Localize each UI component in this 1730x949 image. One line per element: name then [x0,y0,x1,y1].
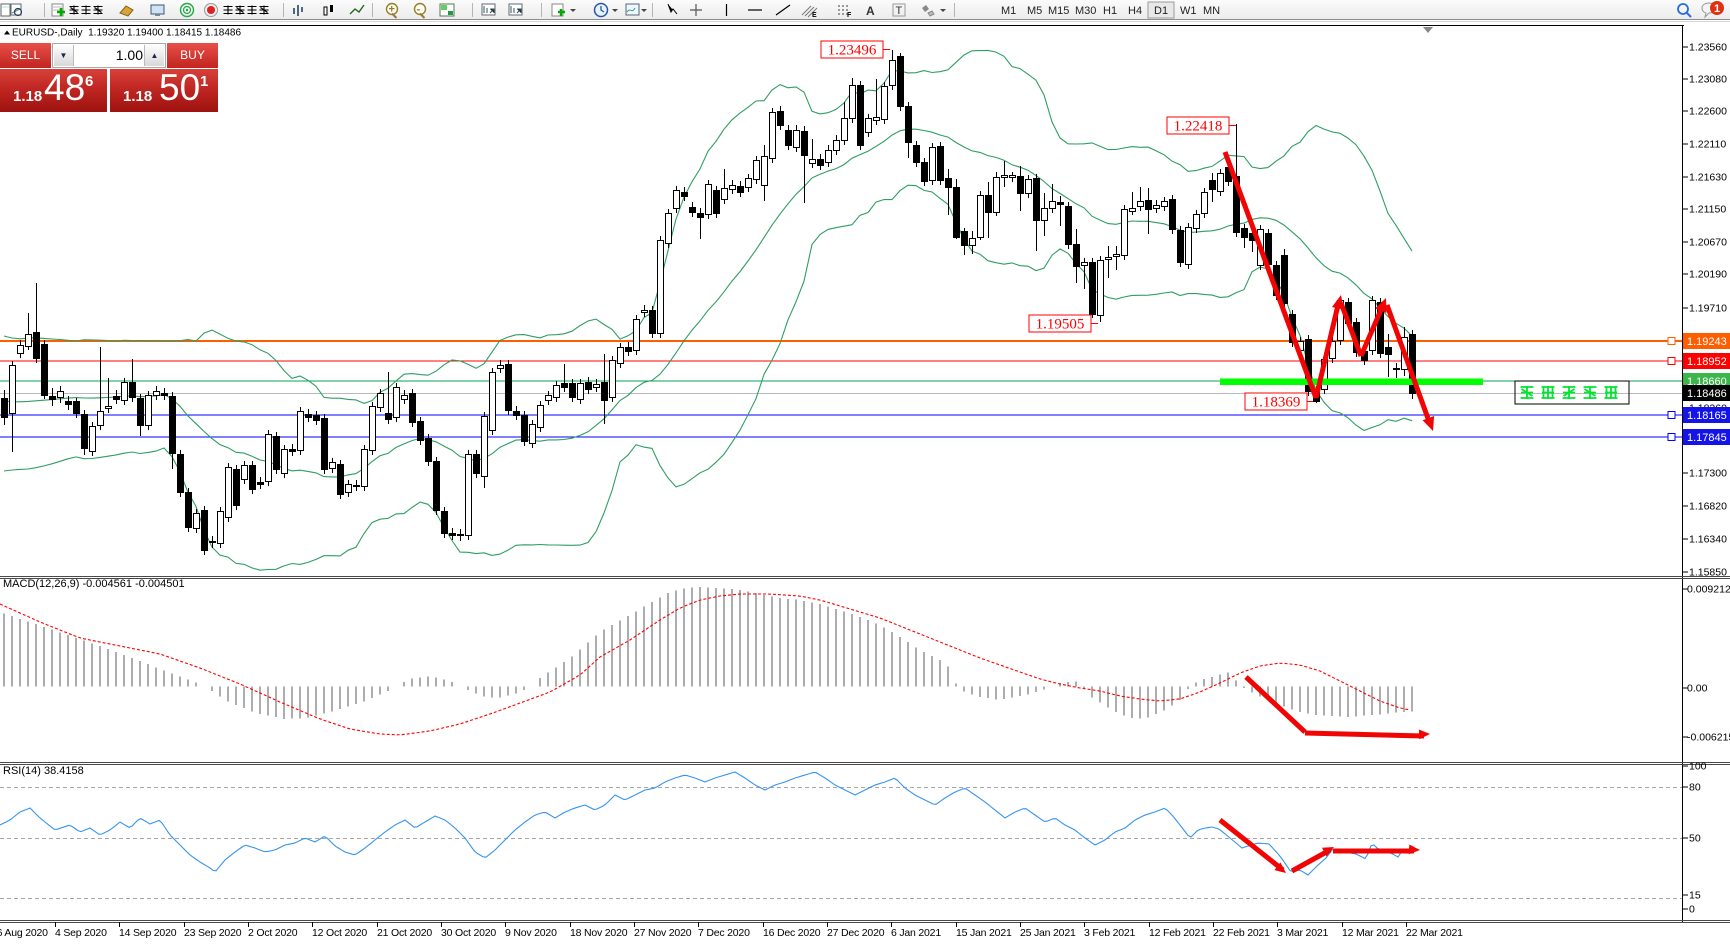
svg-text:1.19710: 1.19710 [1689,303,1727,315]
svg-text:1.17845: 1.17845 [1687,432,1727,444]
svg-text:9 Nov 2020: 9 Nov 2020 [505,927,557,939]
svg-text:1.16820: 1.16820 [1689,501,1727,513]
svg-text:1.22418: 1.22418 [1174,119,1223,135]
svg-text:M15: M15 [1048,5,1069,17]
svg-text:27 Nov 2020: 27 Nov 2020 [634,927,692,939]
svg-text:1.23496: 1.23496 [828,43,877,59]
svg-text:4 Sep 2020: 4 Sep 2020 [55,927,107,939]
svg-text:H4: H4 [1128,5,1142,17]
svg-text:0.009212: 0.009212 [1687,584,1730,596]
svg-text:1.18165: 1.18165 [1687,410,1727,422]
svg-text:12 Oct 2020: 12 Oct 2020 [312,927,367,939]
svg-text:22 Mar 2021: 22 Mar 2021 [1406,927,1463,939]
svg-text:0: 0 [1689,904,1695,916]
svg-text:1.22600: 1.22600 [1689,106,1727,118]
svg-text:25 Jan 2021: 25 Jan 2021 [1020,927,1076,939]
svg-text:+: + [389,4,395,16]
svg-text:M5: M5 [1027,5,1042,17]
svg-text:15: 15 [1689,890,1701,902]
svg-text:1.15850: 1.15850 [1689,567,1727,579]
svg-text:H1: H1 [1103,5,1117,17]
svg-text:50: 50 [1689,833,1701,845]
svg-text:1.19243: 1.19243 [1687,336,1727,348]
svg-text:3 Feb 2021: 3 Feb 2021 [1084,927,1135,939]
svg-text:15 Jan 2021: 15 Jan 2021 [956,927,1012,939]
svg-text:1.23080: 1.23080 [1689,74,1727,86]
svg-text:7 Dec 2020: 7 Dec 2020 [698,927,750,939]
svg-text:D1: D1 [1154,5,1168,17]
svg-text:1.19505: 1.19505 [1036,317,1085,333]
svg-text:3 Mar 2021: 3 Mar 2021 [1277,927,1328,939]
svg-text:-0.006215: -0.006215 [1687,732,1730,744]
svg-text:1.18952: 1.18952 [1687,356,1727,368]
svg-text:1: 1 [1714,3,1720,15]
svg-text:RSI(14) 38.4158: RSI(14) 38.4158 [3,765,84,777]
svg-text:1.22110: 1.22110 [1689,139,1726,151]
svg-text:12 Feb 2021: 12 Feb 2021 [1149,927,1206,939]
svg-text:30 Oct 2020: 30 Oct 2020 [441,927,496,939]
svg-text:1.18486: 1.18486 [1687,388,1727,400]
svg-text:1.20190: 1.20190 [1689,269,1727,281]
svg-text:M30: M30 [1075,5,1096,17]
svg-text:T: T [896,5,903,17]
svg-text:12 Mar 2021: 12 Mar 2021 [1342,927,1399,939]
svg-text:1.21630: 1.21630 [1689,172,1727,184]
svg-text:6 Jan 2021: 6 Jan 2021 [891,927,941,939]
svg-text:1.23560: 1.23560 [1689,42,1727,54]
svg-text:1.20670: 1.20670 [1689,237,1727,249]
svg-text:0.00: 0.00 [1687,683,1708,695]
svg-text:21 Oct 2020: 21 Oct 2020 [377,927,432,939]
svg-text:100: 100 [1689,761,1707,773]
svg-text:16 Dec 2020: 16 Dec 2020 [763,927,821,939]
svg-text:14 Sep 2020: 14 Sep 2020 [119,927,177,939]
svg-text:EURUSD-,Daily 1.19320 1.19400: EURUSD-,Daily 1.19320 1.19400 1.18415 1.… [12,28,241,39]
svg-text:80: 80 [1689,782,1701,794]
svg-text:1.21150: 1.21150 [1689,204,1726,216]
svg-text:18 Nov 2020: 18 Nov 2020 [570,927,628,939]
svg-text:1.16340: 1.16340 [1689,534,1727,546]
svg-text:23 Sep 2020: 23 Sep 2020 [184,927,242,939]
svg-text:27 Dec 2020: 27 Dec 2020 [827,927,885,939]
svg-text:-: - [417,4,421,16]
svg-text:F: F [847,12,852,19]
svg-text:22 Feb 2021: 22 Feb 2021 [1213,927,1270,939]
svg-text:M1: M1 [1001,5,1016,17]
svg-text:26 Aug 2020: 26 Aug 2020 [0,927,48,939]
svg-text:MN: MN [1203,5,1220,17]
svg-text:A: A [866,4,875,18]
svg-text:E: E [812,12,817,19]
svg-text:MACD(12,26,9) -0.004561 -0.004: MACD(12,26,9) -0.004561 -0.004501 [3,578,185,590]
svg-text:2 Oct 2020: 2 Oct 2020 [248,927,298,939]
svg-text:1.18369: 1.18369 [1252,395,1301,411]
svg-text:1.17300: 1.17300 [1689,468,1727,480]
svg-text:W1: W1 [1180,5,1197,17]
